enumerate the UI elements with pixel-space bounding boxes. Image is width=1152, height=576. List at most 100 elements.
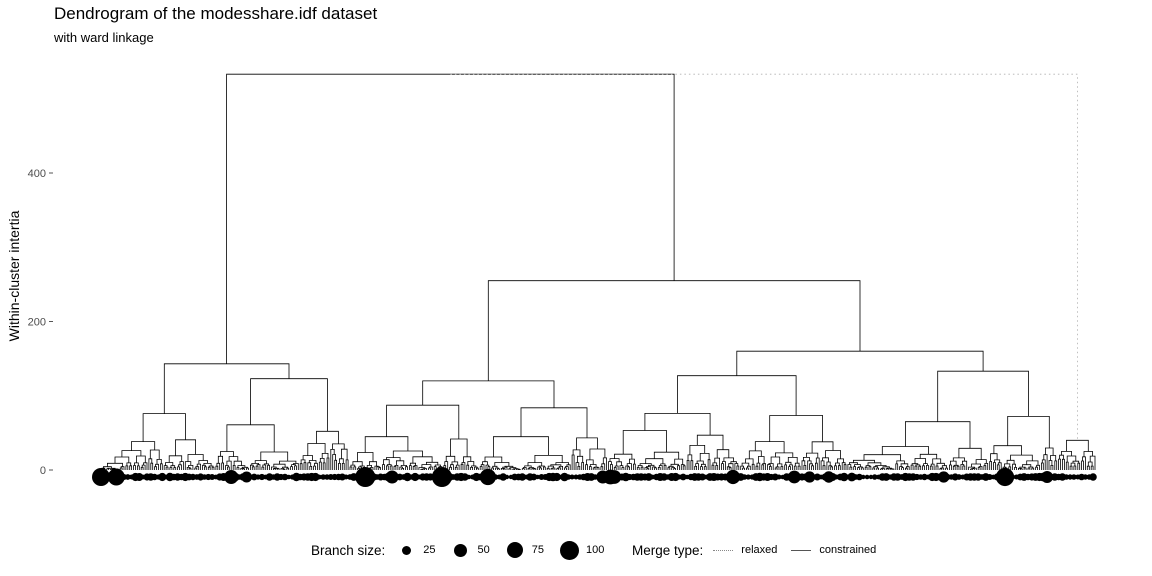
legend-merge-relaxed-label: relaxed <box>741 544 778 556</box>
merge-link <box>150 462 154 470</box>
branch-size-point <box>1010 474 1016 480</box>
merge-link <box>300 459 306 464</box>
merge-link <box>500 468 505 470</box>
merge-link <box>581 462 584 470</box>
merge-link <box>534 455 563 463</box>
merge-link <box>125 465 129 470</box>
merge-link <box>1077 462 1081 470</box>
merge-link <box>748 450 762 459</box>
merge-link <box>895 463 899 470</box>
branch-size-point <box>250 473 258 481</box>
legend-solid-line <box>791 549 812 551</box>
legend-size-100-label: 100 <box>586 544 605 556</box>
branch-size-point <box>281 473 289 481</box>
merge-link <box>815 457 820 470</box>
branch-size-point <box>355 467 376 487</box>
merge-link <box>313 465 316 470</box>
merge-link <box>564 467 567 470</box>
branch-size-point <box>856 473 863 481</box>
merge-link <box>774 467 778 470</box>
merge-link <box>250 464 254 470</box>
merge-link <box>173 467 177 470</box>
merge-link <box>136 455 146 463</box>
merge-link <box>1035 466 1038 470</box>
merge-link <box>420 469 424 470</box>
legend-size-25-label: 25 <box>423 544 436 556</box>
merge-link <box>793 465 797 470</box>
merge-link <box>849 466 853 470</box>
merge-link <box>422 380 555 408</box>
merge-link <box>261 466 265 470</box>
merge-link <box>930 463 935 470</box>
merge-link <box>585 464 588 470</box>
merge-link <box>1036 464 1040 470</box>
merge-link <box>188 468 192 470</box>
merge-link <box>935 465 939 470</box>
merge-link <box>133 465 136 470</box>
merge-link <box>393 466 397 470</box>
branch-size-point <box>813 473 821 481</box>
merge-link <box>794 462 800 467</box>
merge-link <box>1082 456 1086 470</box>
merge-link <box>989 461 992 470</box>
merge-link <box>592 467 596 470</box>
merge-link <box>926 465 929 470</box>
merge-link <box>758 456 765 464</box>
branch-size-point <box>882 473 891 481</box>
merge-link <box>527 462 543 466</box>
merge-link <box>929 465 933 470</box>
merge-link <box>236 467 240 470</box>
merge-link <box>899 466 903 470</box>
branch-size-point <box>431 467 452 487</box>
merge-link <box>163 363 290 414</box>
merge-link <box>202 464 206 470</box>
merge-link <box>711 464 715 470</box>
merge-link <box>726 466 731 470</box>
tree-layer <box>100 73 1096 470</box>
merge-link <box>864 466 868 470</box>
merge-link <box>107 462 123 467</box>
merge-link <box>556 468 560 470</box>
merge-link <box>734 463 739 470</box>
merge-link <box>803 465 807 470</box>
merge-link <box>673 468 676 470</box>
merge-link <box>520 407 588 438</box>
merge-link <box>613 467 617 470</box>
merge-link <box>286 467 290 470</box>
merge-link <box>657 467 661 470</box>
merge-link <box>242 468 245 470</box>
merge-link <box>154 466 157 470</box>
merge-link <box>225 465 229 470</box>
merge-link <box>978 466 983 470</box>
merge-link <box>811 465 814 470</box>
merge-link <box>412 466 416 470</box>
merge-link <box>527 468 531 470</box>
merge-link <box>696 434 724 450</box>
merge-link <box>260 451 289 462</box>
branch-size-point <box>1089 473 1097 481</box>
merge-link <box>742 467 745 470</box>
merge-link <box>493 436 549 457</box>
merge-link <box>131 441 156 451</box>
merge-link <box>294 465 297 470</box>
branch-size-points <box>92 467 1097 487</box>
merge-link <box>405 466 408 470</box>
merge-link <box>194 467 198 470</box>
merge-link <box>476 467 479 470</box>
legend-size-50-label: 50 <box>477 544 490 556</box>
merge-link <box>674 458 684 465</box>
merge-link <box>255 465 259 470</box>
merge-link <box>780 466 784 470</box>
merge-link <box>952 465 956 470</box>
merge-link <box>155 463 159 470</box>
branch-size-point <box>1041 471 1054 483</box>
merge-link <box>177 466 180 470</box>
merge-link <box>537 466 541 470</box>
branch-size-point <box>1078 473 1085 481</box>
branch-size-point <box>530 473 538 481</box>
branch-size-point <box>644 473 653 481</box>
merge-link <box>775 466 780 470</box>
merge-link <box>853 466 856 470</box>
merge-link <box>396 460 405 466</box>
merge-link <box>1014 467 1017 470</box>
